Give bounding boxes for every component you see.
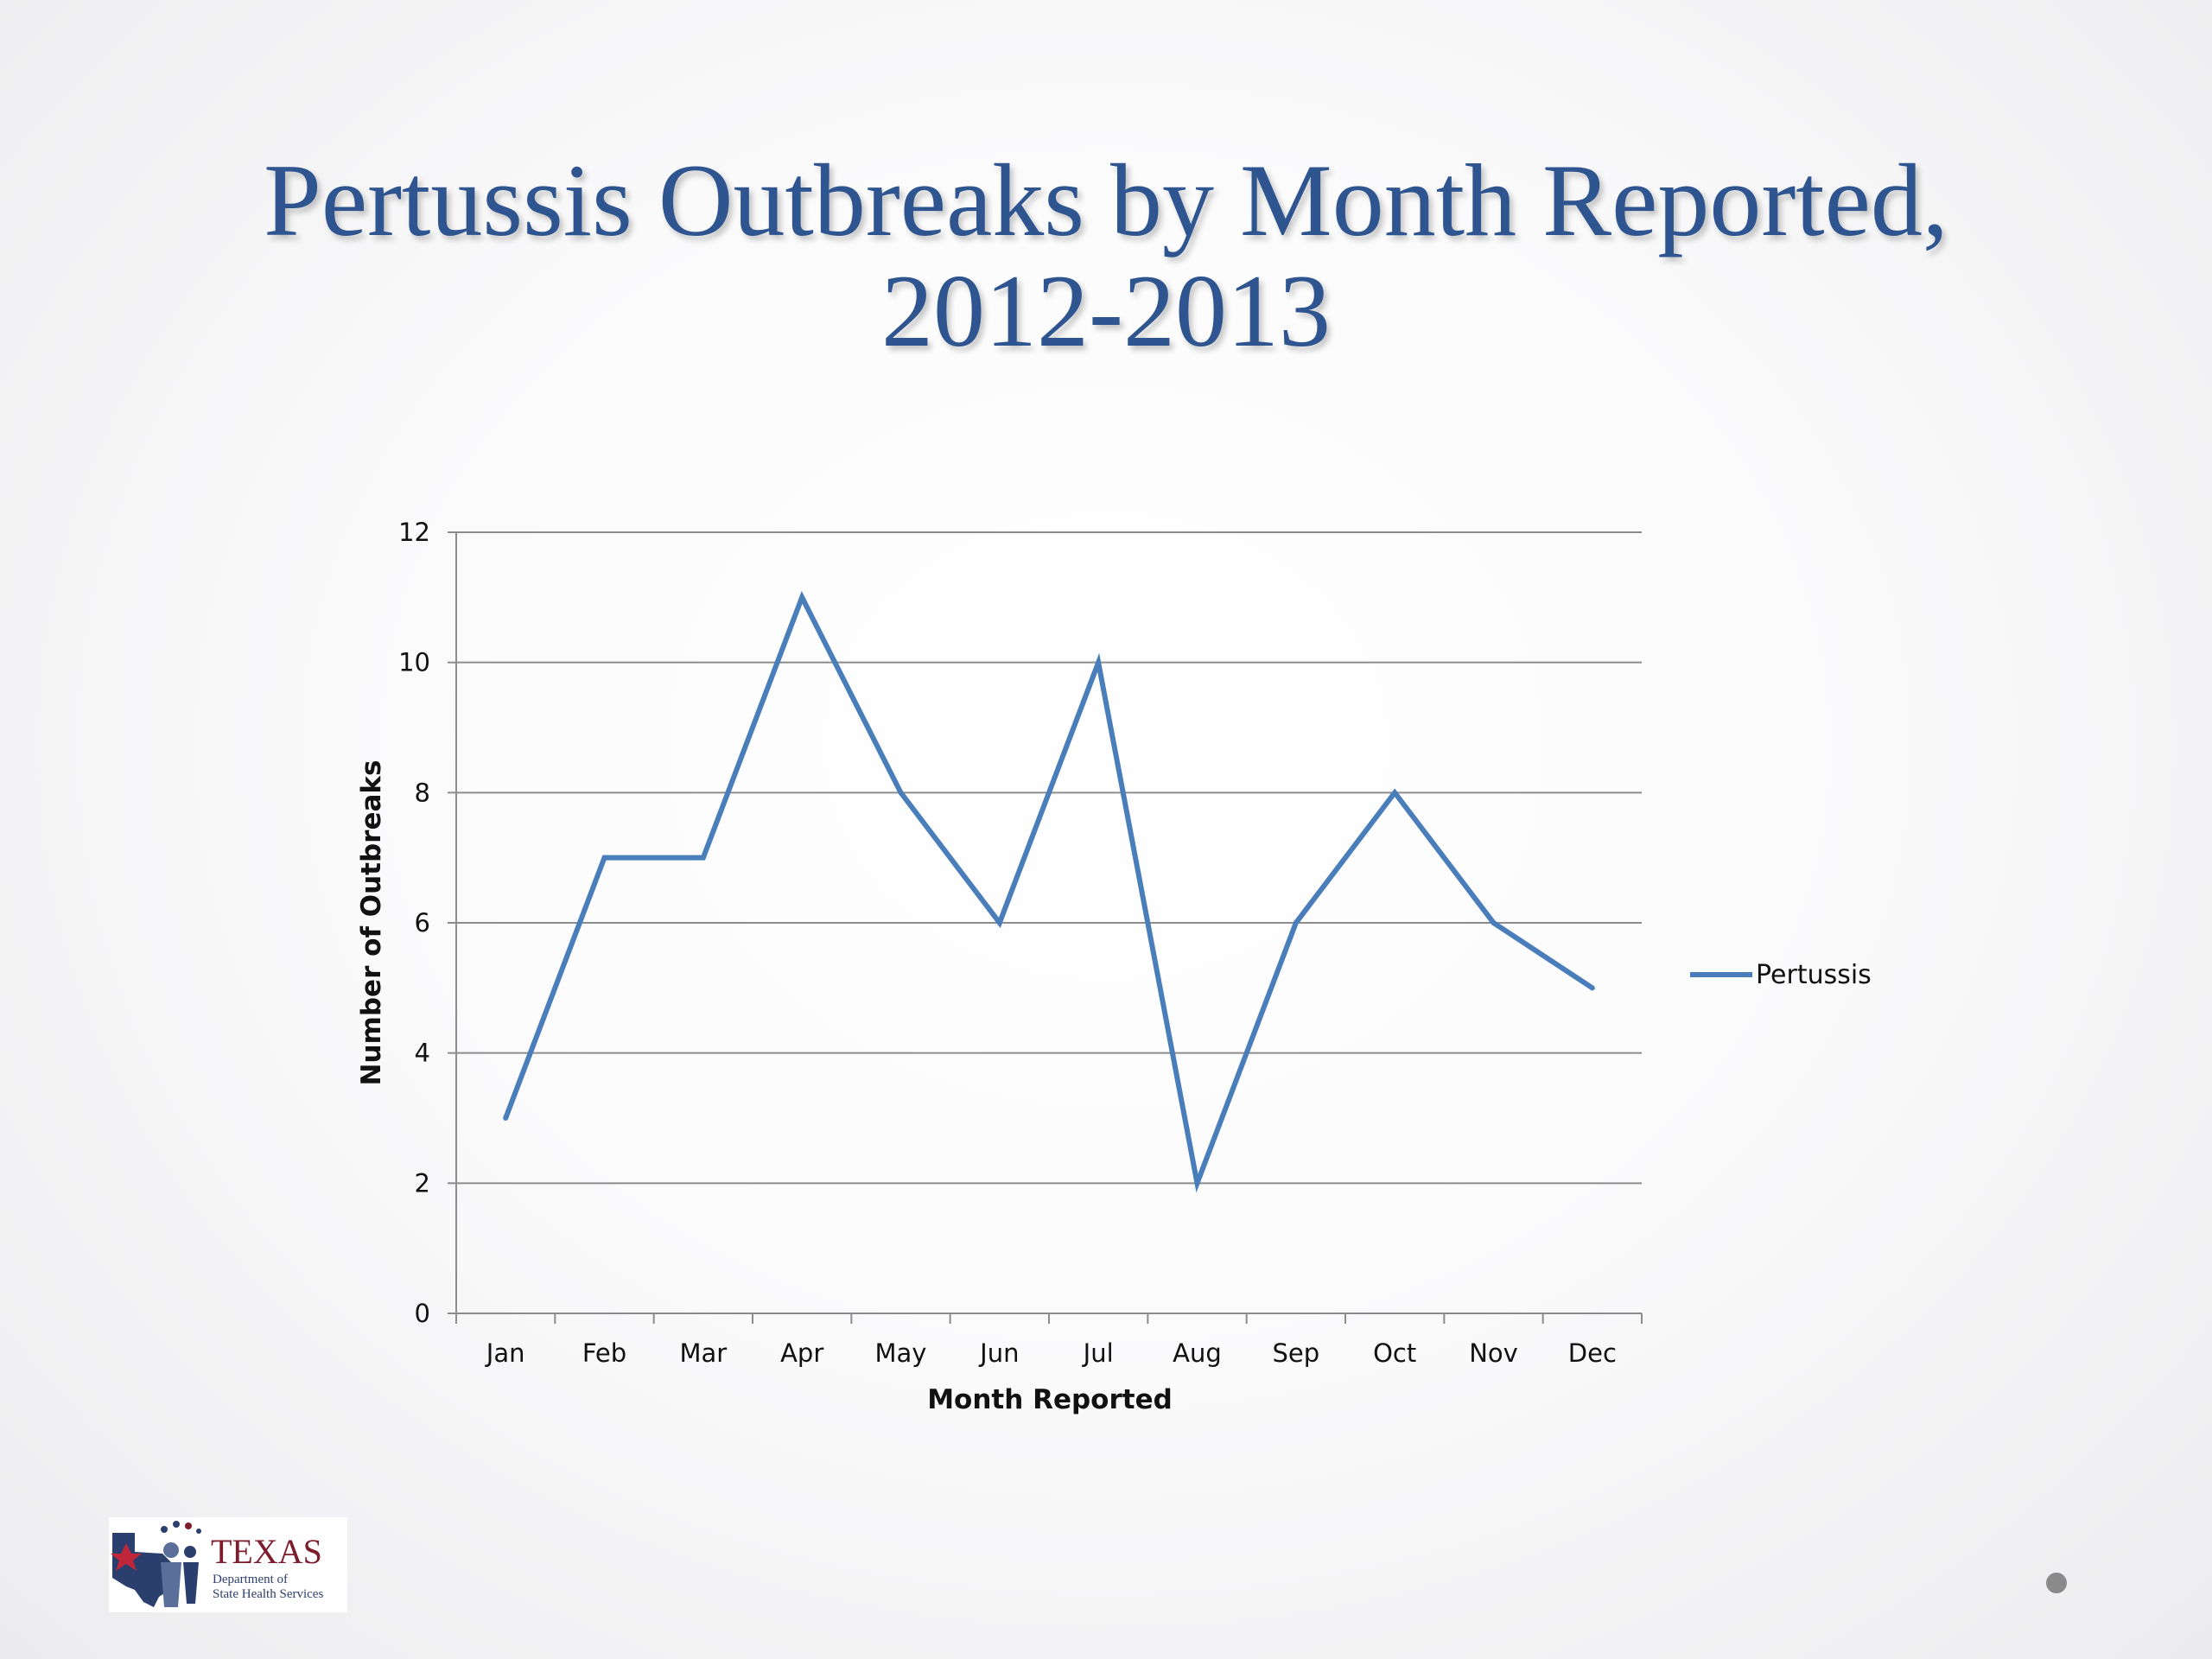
- y-tick-label: 4: [415, 1039, 430, 1068]
- data-point: [601, 855, 607, 861]
- x-tick-label: Jun: [978, 1338, 1019, 1368]
- texas-map-icon: [111, 1521, 201, 1607]
- logo-subtitle-line-2: State Health Services: [213, 1587, 324, 1601]
- y-tick-label: 0: [415, 1299, 430, 1328]
- axes: [455, 532, 1642, 1314]
- x-tick-label: Jan: [485, 1338, 525, 1368]
- legend: Pertussis: [1690, 960, 1872, 990]
- x-tick-label: Nov: [1469, 1338, 1518, 1368]
- x-tick-labels: Jan Feb Mar Apr May Jun Jul Aug Sep Oct Nov Dec: [485, 1338, 1617, 1368]
- y-tick-labels: 0 2 4 6 8 10 12: [398, 518, 430, 1328]
- y-tick-label: 12: [398, 518, 430, 547]
- data-point: [1491, 920, 1497, 925]
- data-point: [1194, 1180, 1200, 1186]
- data-point: [996, 920, 1002, 925]
- data-point: [799, 594, 805, 601]
- data-point: [700, 855, 706, 861]
- data-point: [1589, 985, 1595, 991]
- x-tick-label: Oct: [1373, 1338, 1416, 1368]
- y-tick-label: 8: [415, 778, 430, 807]
- data-point: [898, 790, 904, 796]
- x-tick-label: Dec: [1568, 1338, 1617, 1368]
- data-point: [1392, 790, 1398, 796]
- y-tick-label: 6: [415, 908, 430, 938]
- gridlines: [448, 531, 1643, 1324]
- legend-label: Pertussis: [1756, 960, 1872, 990]
- texas-dshs-logo: TEXAS Department of State Health Service…: [109, 1517, 347, 1612]
- data-point: [1096, 659, 1102, 665]
- x-tick-label: May: [875, 1338, 927, 1368]
- series-lines: [503, 590, 1595, 1193]
- slide-title-line-1: Pertussis Outbreaks by Month Reported,: [264, 143, 1948, 257]
- x-tick-label: Feb: [582, 1338, 626, 1368]
- x-tick-label: Jul: [1082, 1338, 1114, 1368]
- x-tick-label: Mar: [679, 1338, 727, 1368]
- logo-subtitle: Department of State Health Services: [213, 1573, 323, 1602]
- slide-title-line-2: 2012-2013: [881, 253, 1331, 368]
- slide-bullet-dot: [2046, 1573, 2067, 1593]
- y-tick-label: 2: [415, 1168, 430, 1198]
- x-axis-title: Month Reported: [927, 1384, 1173, 1415]
- y-tick-label: 10: [398, 648, 430, 677]
- series-line-pertussis: [503, 590, 1594, 1193]
- slide-title: Pertussis Outbreaks by Month Reported, 2…: [0, 145, 2212, 366]
- logo-wordmark: TEXAS: [211, 1532, 322, 1571]
- x-tick-label: Aug: [1173, 1338, 1222, 1368]
- logo-subtitle-line-1: Department of: [213, 1573, 289, 1586]
- data-point: [1293, 920, 1299, 925]
- x-tick-label: Apr: [780, 1338, 823, 1368]
- x-tick-label: Sep: [1272, 1338, 1319, 1368]
- y-axis-title: Number of Outbreaks: [356, 760, 387, 1086]
- data-point: [503, 1116, 509, 1121]
